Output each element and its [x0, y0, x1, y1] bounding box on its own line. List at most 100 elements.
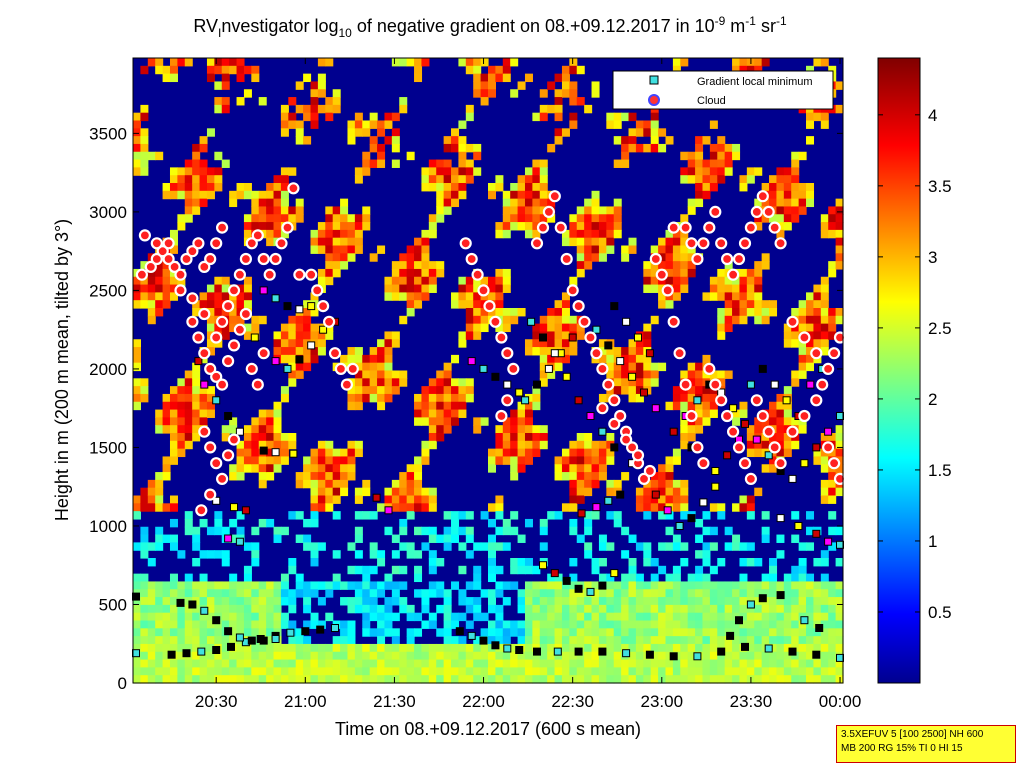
heatmap-cell — [414, 503, 423, 512]
heatmap-cell — [206, 386, 215, 395]
heatmap-cell — [584, 222, 593, 231]
heatmap-cell — [709, 542, 718, 551]
heatmap-cell — [776, 214, 785, 223]
heatmap-cell — [236, 581, 245, 590]
cloud-marker — [239, 252, 252, 266]
heatmap-cell — [421, 409, 430, 418]
heatmap-cell — [140, 378, 149, 387]
heatmap-cell — [776, 393, 785, 403]
heatmap-cell — [591, 456, 600, 465]
heatmap-cell — [613, 589, 622, 598]
minimum-marker — [455, 627, 464, 636]
heatmap-cell — [192, 393, 201, 403]
heatmap-cell — [443, 206, 452, 215]
heatmap-cell — [569, 667, 578, 676]
heatmap-cell — [502, 229, 511, 239]
heatmap-cell — [169, 393, 178, 403]
heatmap-cell — [236, 597, 245, 606]
heatmap-cell — [169, 495, 178, 504]
heatmap-cell — [510, 667, 519, 676]
heatmap-cell — [687, 604, 696, 614]
heatmap-cell — [791, 651, 800, 661]
heatmap-cell — [340, 620, 349, 629]
heatmap-cell — [303, 308, 312, 317]
heatmap-cell — [606, 362, 615, 372]
heatmap-cell — [399, 659, 408, 668]
heatmap-cell — [451, 393, 460, 403]
heatmap-cell — [251, 190, 260, 200]
heatmap-cell — [436, 581, 445, 590]
heatmap-cell — [591, 440, 600, 450]
heatmap-cell — [421, 440, 430, 450]
heatmap-cell — [680, 667, 689, 676]
heatmap-cell — [769, 597, 778, 606]
minimum-marker — [212, 496, 221, 505]
heatmap-cell — [598, 253, 607, 262]
heatmap-cell — [199, 183, 208, 192]
heatmap-cell — [554, 339, 563, 348]
heatmap-cell — [428, 495, 437, 504]
heatmap-cell — [798, 597, 807, 606]
heatmap-cell — [458, 651, 467, 661]
heatmap-cell — [709, 565, 718, 575]
heatmap-cell — [273, 339, 282, 348]
minimum-marker — [271, 294, 280, 303]
heatmap-cell — [835, 237, 844, 247]
heatmap-cell — [147, 315, 156, 325]
heatmap-cell — [221, 81, 230, 90]
heatmap-cell — [576, 456, 585, 465]
heatmap-cell — [317, 245, 326, 254]
cloud-marker — [756, 190, 769, 203]
heatmap-cell — [591, 472, 600, 481]
heatmap-cell — [347, 581, 356, 590]
minimum-marker — [283, 364, 292, 373]
heatmap-cell — [828, 628, 837, 637]
heatmap-cell — [554, 628, 563, 637]
heatmap-cell — [591, 190, 600, 200]
heatmap-cell — [791, 675, 800, 684]
heatmap-cell — [754, 651, 763, 661]
heatmap-cell — [317, 643, 326, 653]
heatmap-cell — [266, 651, 275, 661]
heatmap-cell — [162, 401, 171, 411]
cloud-marker — [536, 221, 550, 234]
heatmap-cell — [340, 659, 349, 668]
heatmap-cell — [162, 183, 171, 192]
heatmap-cell — [443, 628, 452, 637]
heatmap-cell — [480, 589, 489, 598]
heatmap-cell — [428, 581, 437, 590]
cloud-marker — [709, 378, 722, 391]
heatmap-cell — [561, 589, 570, 598]
heatmap-cell — [317, 495, 326, 504]
heatmap-cell — [746, 581, 755, 590]
heatmap-cell — [539, 667, 548, 676]
heatmap-cell — [258, 315, 267, 325]
heatmap-cell — [650, 667, 659, 676]
heatmap-cell — [650, 628, 659, 637]
heatmap-cell — [140, 393, 149, 403]
heatmap-cell — [458, 300, 467, 309]
heatmap-cell — [295, 206, 304, 215]
heatmap-cell — [783, 433, 792, 442]
minimum-marker — [289, 449, 298, 458]
heatmap-cell — [192, 589, 201, 598]
heatmap-cell — [510, 581, 519, 590]
heatmap-cell — [828, 331, 837, 340]
heatmap-cell — [399, 503, 408, 512]
heatmap-cell — [532, 393, 541, 403]
heatmap-cell — [428, 167, 437, 176]
heatmap-cell — [147, 58, 156, 67]
heatmap-cell — [184, 214, 193, 223]
heatmap-cell — [384, 628, 393, 637]
heatmap-cell — [702, 620, 711, 629]
heatmap-cell — [303, 604, 312, 614]
heatmap-cell — [761, 464, 770, 473]
heatmap-cell — [776, 175, 785, 184]
heatmap-cell — [332, 222, 341, 231]
heatmap-cell — [451, 581, 460, 590]
heatmap-cell — [695, 581, 704, 590]
heatmap-cell — [665, 620, 674, 629]
heatmap-cell — [524, 214, 533, 223]
heatmap-cell — [288, 362, 297, 372]
heatmap-cell — [436, 167, 445, 176]
